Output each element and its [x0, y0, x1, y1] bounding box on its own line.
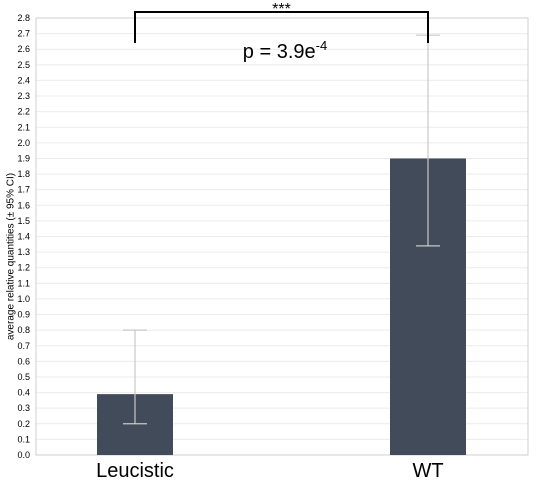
y-tick-label: 1.8 — [17, 169, 30, 179]
y-tick-label: 1.3 — [17, 247, 30, 257]
x-axis-labels: Leucistic WT — [96, 460, 443, 482]
y-tick-label: 2.8 — [17, 13, 30, 23]
y-tick-label: 2.0 — [17, 138, 30, 148]
y-tick-label: 0.1 — [17, 434, 30, 444]
y-axis-ticks: 0.0 0.1 0.2 0.3 0.4 0.5 0.6 0.7 0.8 0.9 1.0 1.1 1.2 1… — [17, 13, 30, 460]
y-tick-label: 2.5 — [17, 60, 30, 70]
y-tick-label: 1.1 — [17, 278, 30, 288]
y-axis-label: average relative quantities (± 95% CI) — [6, 173, 17, 340]
y-tick-label: 1.5 — [17, 216, 30, 226]
significance-bracket — [134, 11, 429, 43]
y-tick-label: 1.4 — [17, 232, 30, 242]
p-value-base: p = 3.9e — [243, 41, 316, 63]
y-tick-label: 0.2 — [17, 419, 30, 429]
y-tick-label: 0.7 — [17, 341, 30, 351]
y-tick-label: 2.4 — [17, 75, 30, 85]
y-tick-label: 2.3 — [17, 91, 30, 101]
y-tick-label: 0.5 — [17, 372, 30, 382]
y-tick-label: 0.9 — [17, 310, 30, 320]
y-tick-label: 1.7 — [17, 185, 30, 195]
y-tick-label: 2.6 — [17, 44, 30, 54]
x-category-label: WT — [412, 460, 443, 482]
y-tick-label: 1.0 — [17, 294, 30, 304]
y-tick-label: 2.2 — [17, 107, 30, 117]
y-tick-label: 1.9 — [17, 153, 30, 163]
y-tick-label: 0.8 — [17, 325, 30, 335]
y-tick-label: 0.6 — [17, 356, 30, 366]
plot-frame — [35, 17, 529, 456]
y-tick-label: 2.7 — [17, 29, 30, 39]
significance-stars: *** — [272, 1, 291, 18]
y-tick-label: 2.1 — [17, 122, 30, 132]
p-value-exponent: -4 — [316, 38, 328, 53]
y-tick-label: 0.4 — [17, 388, 30, 398]
y-tick-label: 1.6 — [17, 200, 30, 210]
bars — [97, 158, 466, 455]
y-tick-label: 1.2 — [17, 263, 30, 273]
p-value-label: p = 3.9e-4 — [243, 38, 327, 63]
x-category-label: Leucistic — [96, 460, 174, 482]
y-tick-label: 0.0 — [17, 450, 30, 460]
y-tick-label: 0.3 — [17, 403, 30, 413]
